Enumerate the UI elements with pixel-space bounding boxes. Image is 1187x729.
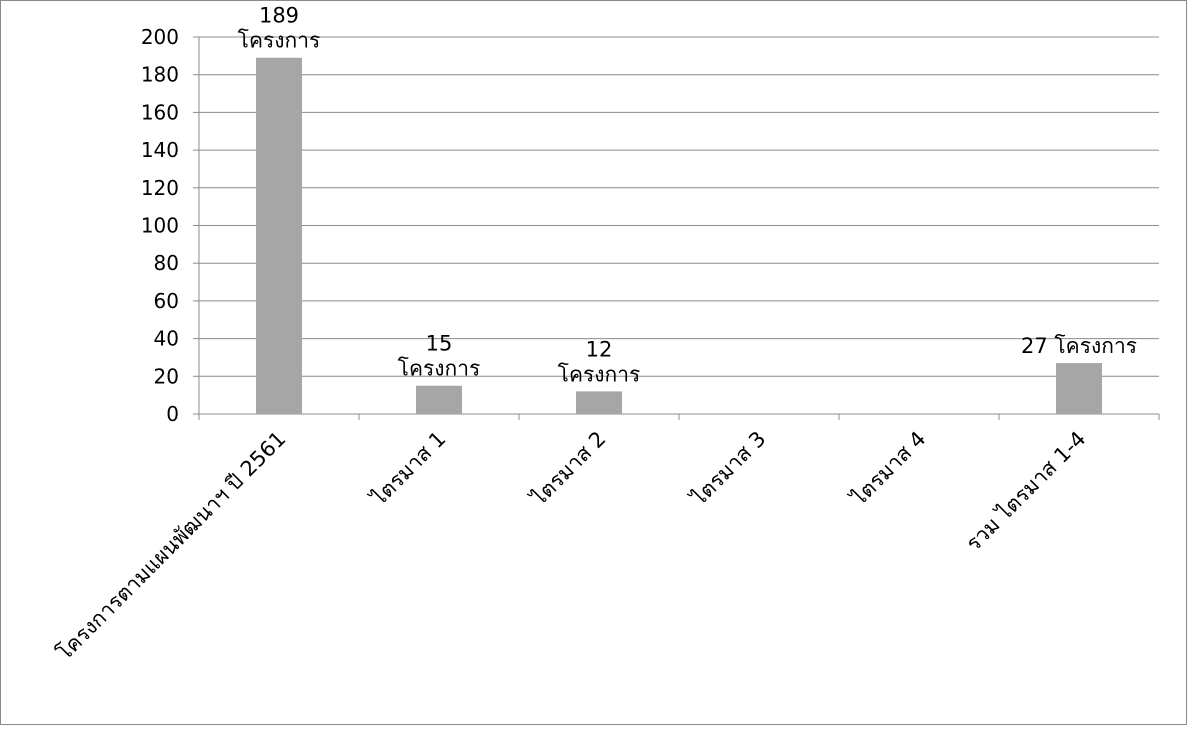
y-tick-label: 80 bbox=[154, 251, 179, 275]
y-tick-label: 180 bbox=[141, 63, 179, 87]
y-tick-label: 60 bbox=[154, 289, 179, 313]
x-tick-label: โครงการตามแผนพัฒนาฯ ปี 2561 bbox=[52, 427, 290, 665]
y-tick-label: 120 bbox=[141, 176, 179, 200]
x-tick-label: ไตรมาส 4 bbox=[846, 427, 931, 512]
x-axis bbox=[198, 413, 1160, 420]
x-tick-label: ไตรมาส 1 bbox=[366, 427, 451, 512]
data-label: 27 โครงการ bbox=[1021, 334, 1137, 358]
data-label: 189 bbox=[259, 4, 299, 28]
x-tick-label: รวม ไตรมาส 1-4 bbox=[961, 427, 1090, 556]
y-axis: 0 20 40 60 80 100 120 140 160 180 200 bbox=[141, 25, 200, 426]
y-tick-label: 20 bbox=[154, 364, 179, 388]
y-tick-label: 100 bbox=[141, 214, 179, 238]
y-tick-label: 40 bbox=[154, 327, 179, 351]
x-tick-labels: โครงการตามแผนพัฒนาฯ ปี 2561 ไตรมาส 1 ไตรมา… bbox=[52, 427, 1090, 665]
bar bbox=[576, 391, 622, 414]
data-label: 12 bbox=[586, 337, 613, 361]
data-label: โครงการ bbox=[398, 357, 481, 381]
gridlines bbox=[199, 36, 1159, 377]
bar bbox=[256, 57, 302, 415]
data-label: 15 bbox=[426, 332, 453, 356]
x-tick-label: ไตรมาส 2 bbox=[526, 427, 611, 512]
bar bbox=[416, 385, 462, 414]
x-tick-label: ไตรมาส 3 bbox=[686, 427, 771, 512]
bar bbox=[1056, 363, 1102, 414]
data-label: โครงการ bbox=[558, 362, 641, 386]
bars bbox=[256, 57, 1102, 415]
data-label: โครงการ bbox=[238, 29, 321, 53]
y-tick-label: 160 bbox=[141, 100, 179, 124]
y-tick-label: 200 bbox=[141, 25, 179, 49]
y-tick-label: 0 bbox=[166, 402, 179, 426]
y-tick-label: 140 bbox=[141, 138, 179, 162]
